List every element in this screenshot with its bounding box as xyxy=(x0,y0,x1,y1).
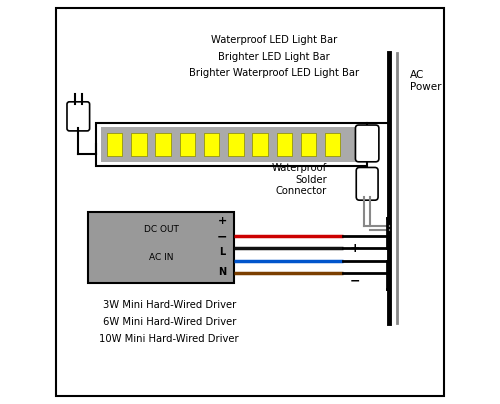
Text: +: + xyxy=(218,216,227,226)
FancyBboxPatch shape xyxy=(356,167,378,200)
Text: −: − xyxy=(217,230,228,243)
Text: AC
Power: AC Power xyxy=(410,70,441,92)
Text: Waterproof
Solder
Connector: Waterproof Solder Connector xyxy=(272,163,327,196)
Bar xyxy=(276,133,292,156)
Bar xyxy=(131,133,146,156)
Bar xyxy=(180,133,195,156)
FancyBboxPatch shape xyxy=(67,102,90,131)
Text: AC IN: AC IN xyxy=(149,253,174,262)
Bar xyxy=(96,123,367,166)
Bar xyxy=(228,133,244,156)
Text: 3W Mini Hard-Wired Driver: 3W Mini Hard-Wired Driver xyxy=(102,300,236,310)
Bar xyxy=(301,133,316,156)
Text: −: − xyxy=(350,274,360,287)
Text: +: + xyxy=(350,242,360,255)
Bar xyxy=(204,133,220,156)
Bar xyxy=(252,133,268,156)
Text: N: N xyxy=(218,267,226,277)
Text: L: L xyxy=(219,247,226,257)
Text: DC OUT: DC OUT xyxy=(144,225,178,234)
Bar xyxy=(107,133,122,156)
FancyBboxPatch shape xyxy=(356,125,379,162)
Text: Brighter LED Light Bar: Brighter LED Light Bar xyxy=(218,52,330,61)
Bar xyxy=(325,133,340,156)
Bar xyxy=(100,127,363,162)
Bar xyxy=(156,133,171,156)
Text: Waterproof LED Light Bar: Waterproof LED Light Bar xyxy=(211,36,338,45)
Text: 6W Mini Hard-Wired Driver: 6W Mini Hard-Wired Driver xyxy=(102,317,236,327)
Bar xyxy=(88,212,234,283)
Text: Brighter Waterproof LED Light Bar: Brighter Waterproof LED Light Bar xyxy=(189,68,360,78)
Text: 10W Mini Hard-Wired Driver: 10W Mini Hard-Wired Driver xyxy=(100,334,239,344)
